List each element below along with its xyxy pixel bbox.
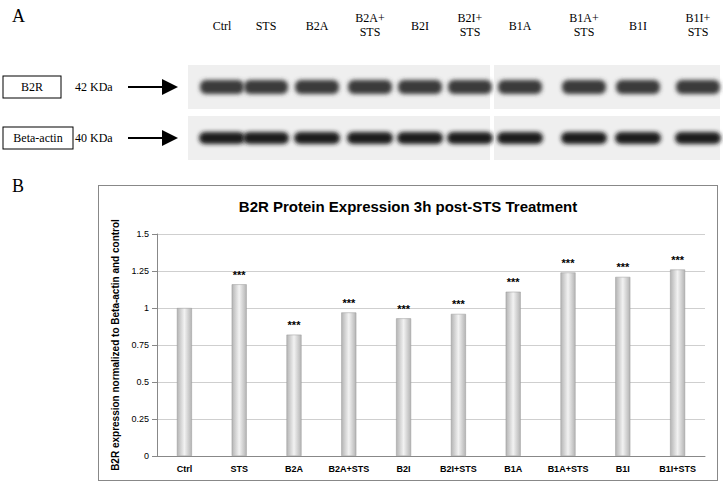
svg-text:B2I: B2I bbox=[411, 19, 429, 33]
svg-text:***: *** bbox=[671, 254, 685, 266]
svg-text:B2I+STS: B2I+STS bbox=[440, 464, 477, 474]
svg-text:***: *** bbox=[342, 297, 356, 309]
svg-text:Beta-actin: Beta-actin bbox=[13, 131, 62, 145]
svg-text:STS: STS bbox=[460, 25, 481, 39]
svg-text:B1I: B1I bbox=[616, 464, 630, 474]
svg-text:B2R: B2R bbox=[21, 80, 43, 94]
svg-text:STS: STS bbox=[574, 25, 595, 39]
svg-text:B2I: B2I bbox=[397, 464, 411, 474]
svg-text:B2A+STS: B2A+STS bbox=[328, 464, 369, 474]
svg-text:B2A: B2A bbox=[285, 464, 304, 474]
svg-text:B1I: B1I bbox=[629, 19, 647, 33]
svg-text:B2A: B2A bbox=[306, 19, 329, 33]
svg-text:STS: STS bbox=[256, 19, 277, 33]
svg-text:B2I+: B2I+ bbox=[458, 11, 483, 25]
svg-text:A: A bbox=[12, 6, 25, 26]
svg-text:B2R Protein Expression 3h post: B2R Protein Expression 3h post-STS Treat… bbox=[239, 198, 577, 215]
svg-text:0.75: 0.75 bbox=[131, 340, 149, 350]
svg-text:B1A: B1A bbox=[504, 464, 523, 474]
svg-text:***: *** bbox=[233, 269, 247, 281]
svg-text:B1A+STS: B1A+STS bbox=[548, 464, 589, 474]
svg-text:0.25: 0.25 bbox=[131, 414, 149, 424]
svg-text:Ctrl: Ctrl bbox=[213, 19, 232, 33]
svg-text:0: 0 bbox=[144, 451, 149, 461]
svg-text:B1A+: B1A+ bbox=[569, 11, 599, 25]
svg-text:B1I+: B1I+ bbox=[686, 11, 711, 25]
svg-text:1.5: 1.5 bbox=[136, 229, 149, 239]
svg-text:Ctrl: Ctrl bbox=[177, 464, 193, 474]
svg-text:1.25: 1.25 bbox=[131, 266, 149, 276]
svg-text:B1I+STS: B1I+STS bbox=[659, 464, 696, 474]
svg-text:***: *** bbox=[562, 257, 576, 269]
svg-text:***: *** bbox=[397, 303, 411, 315]
html-text:B: B bbox=[12, 176, 24, 196]
svg-text:0.5: 0.5 bbox=[136, 377, 149, 387]
svg-text:B1A: B1A bbox=[509, 19, 532, 33]
svg-text:1: 1 bbox=[144, 303, 149, 313]
svg-text:B2A+: B2A+ bbox=[355, 11, 385, 25]
svg-text:STS: STS bbox=[360, 25, 381, 39]
svg-text:***: *** bbox=[616, 261, 630, 273]
svg-text:***: *** bbox=[288, 319, 302, 331]
svg-text:40 KDa: 40 KDa bbox=[75, 131, 113, 145]
svg-text:***: *** bbox=[452, 298, 466, 310]
svg-text:42 KDa: 42 KDa bbox=[75, 80, 113, 94]
svg-text:STS: STS bbox=[230, 464, 248, 474]
svg-text:STS: STS bbox=[688, 25, 709, 39]
svg-text:B2R expression normalized to B: B2R expression normalized to Beta-actin … bbox=[110, 219, 121, 471]
svg-text:***: *** bbox=[507, 276, 521, 288]
